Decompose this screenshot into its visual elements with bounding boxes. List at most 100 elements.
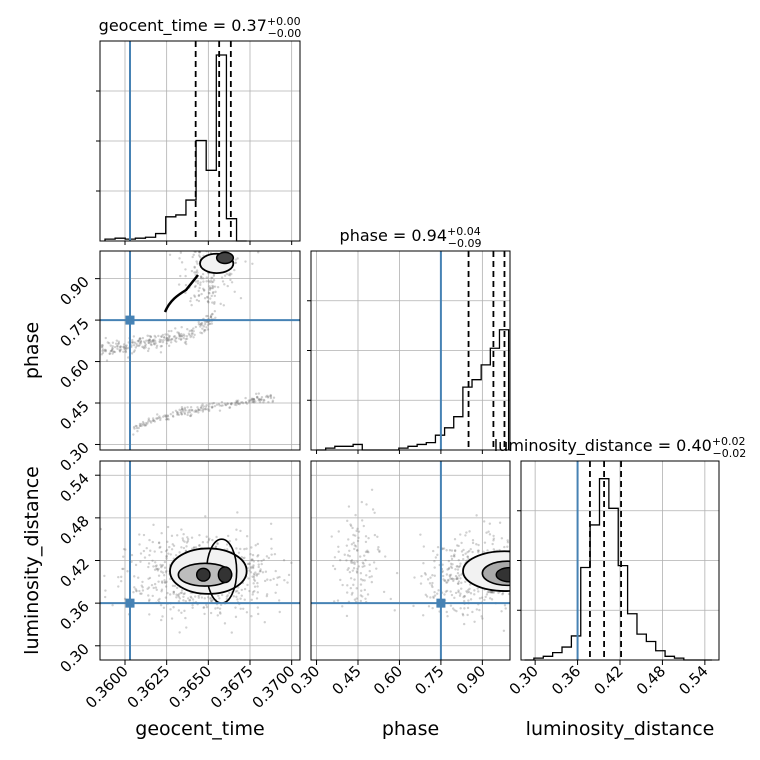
sample-point <box>214 545 218 549</box>
sample-point <box>174 554 178 557</box>
sample-point <box>235 595 238 599</box>
sample-point <box>160 590 163 593</box>
sample-point <box>144 343 148 347</box>
sample-point <box>419 582 423 585</box>
sample-point <box>176 594 180 597</box>
sample-point <box>223 402 227 405</box>
sample-point <box>179 251 183 254</box>
sample-point <box>367 536 370 540</box>
sample-point <box>257 565 260 569</box>
sample-point <box>184 291 187 295</box>
sample-point <box>198 255 202 259</box>
sample-point <box>260 397 263 401</box>
sample-point <box>457 580 461 583</box>
sample-point <box>421 614 425 617</box>
sample-point <box>152 565 155 568</box>
sample-point <box>147 562 151 565</box>
sample-point <box>364 558 367 562</box>
sample-point <box>183 406 187 410</box>
sample-point <box>250 559 253 562</box>
sample-point <box>201 541 205 544</box>
sample-point <box>117 342 120 346</box>
sample-point <box>164 581 167 584</box>
sample-point <box>423 572 427 575</box>
x-tick-label: 0.60 <box>370 662 406 698</box>
sample-point <box>345 544 349 547</box>
sample-point <box>153 561 157 564</box>
sample-point <box>147 599 151 603</box>
panel-title-phase: phase = 0.94+0.04 −0.09 <box>340 225 482 250</box>
sample-point <box>138 422 142 426</box>
sample-point <box>258 570 262 573</box>
sample-point <box>165 418 169 421</box>
sample-point <box>243 598 246 601</box>
sample-point <box>159 416 162 420</box>
sample-point <box>209 279 213 282</box>
sample-point <box>208 286 212 290</box>
sample-point <box>220 593 224 597</box>
sample-point <box>229 278 232 282</box>
sample-point <box>179 335 182 338</box>
sample-point <box>228 539 231 543</box>
sample-point <box>171 337 174 341</box>
sample-point <box>252 399 255 403</box>
sample-point <box>235 400 239 403</box>
sample-point <box>201 403 204 406</box>
sample-point <box>239 547 242 551</box>
sample-point <box>234 538 238 541</box>
sample-point <box>237 402 240 405</box>
sample-point <box>155 346 158 349</box>
sample-point <box>141 589 145 592</box>
sample-point <box>113 350 117 354</box>
sample-point <box>166 415 170 418</box>
sample-point <box>266 396 270 399</box>
sample-point <box>466 606 470 610</box>
sample-point <box>349 524 353 528</box>
sample-point <box>242 557 245 560</box>
sample-point <box>255 574 259 577</box>
sample-point <box>188 411 192 414</box>
sample-point <box>133 349 137 352</box>
sample-point <box>142 423 145 426</box>
sample-point <box>258 400 262 404</box>
sample-point <box>248 589 251 593</box>
sample-point <box>512 575 514 577</box>
sample-point <box>141 580 144 584</box>
sample-point <box>186 406 189 409</box>
sample-point <box>173 334 176 338</box>
sample-point <box>119 579 123 583</box>
sample-point <box>143 344 147 348</box>
sample-point <box>361 595 364 598</box>
sample-point <box>458 594 462 597</box>
sample-point <box>195 269 199 272</box>
sample-point <box>431 581 434 585</box>
sample-point <box>165 548 169 552</box>
sample-point <box>152 523 155 527</box>
panel-title-luminosity_distance: luminosity_distance = 0.40+0.02 −0.02 <box>494 435 747 460</box>
sample-point <box>378 550 381 554</box>
sample-point <box>191 332 194 335</box>
sample-point <box>492 539 495 542</box>
sample-point <box>263 621 266 624</box>
sample-point <box>119 345 123 348</box>
sample-point <box>235 528 238 531</box>
sample-point <box>486 590 489 594</box>
sample-point <box>516 606 518 608</box>
sample-point <box>249 567 252 570</box>
sample-point <box>345 591 349 594</box>
sample-point <box>169 412 173 416</box>
sample-point <box>160 344 164 348</box>
sample-point <box>111 347 114 351</box>
sample-point <box>427 605 431 608</box>
sample-point <box>143 341 147 345</box>
sample-point <box>200 406 203 409</box>
sample-point <box>191 598 195 601</box>
sample-point <box>477 590 480 593</box>
sample-point <box>124 348 127 351</box>
sample-point <box>211 280 215 284</box>
sample-point <box>471 541 475 545</box>
sample-point <box>449 590 452 593</box>
sample-point <box>126 570 129 573</box>
truth-marker <box>125 598 135 608</box>
sample-point <box>167 344 171 348</box>
